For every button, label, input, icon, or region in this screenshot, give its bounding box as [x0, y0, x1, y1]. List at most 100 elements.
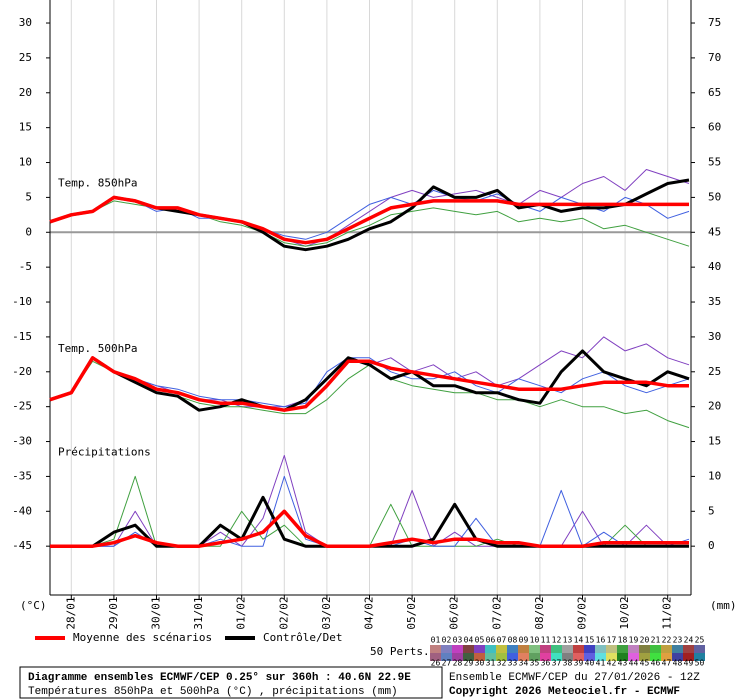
y2-tick-label: 30 [708, 330, 721, 343]
perturbations-label: 50 Perts. [370, 645, 430, 658]
member-swatch [628, 645, 639, 653]
member-swatch [496, 653, 507, 661]
member-label: 47 [662, 659, 672, 668]
y-tick-label: 5 [25, 190, 32, 203]
member-swatch [452, 653, 463, 661]
y-tick-label: -35 [12, 469, 32, 482]
member-swatch [573, 645, 584, 653]
member-swatch [595, 653, 606, 661]
member-swatch [617, 653, 628, 661]
y-tick-label: 0 [25, 225, 32, 238]
footer-run: Ensemble ECMWF/CEP du 27/01/2026 - 12Z [449, 672, 700, 684]
member-swatch [584, 645, 595, 653]
member-swatch [694, 645, 705, 653]
member-label: 26 [431, 659, 441, 668]
member-swatch [485, 645, 496, 653]
x-tick-label: 09/02 [576, 596, 589, 629]
member-swatch [430, 653, 441, 661]
y2-axis-label: (mm) [710, 599, 737, 612]
y2-tick-label: 55 [708, 156, 721, 169]
member-label: 36 [541, 659, 551, 668]
member-swatch [562, 653, 573, 661]
member-label: 06 [486, 636, 496, 645]
member-label: 18 [618, 636, 628, 645]
x-tick-label: 11/02 [661, 596, 674, 629]
y2-tick-label: 70 [708, 51, 721, 64]
member-swatch [628, 653, 639, 661]
member-swatch [518, 645, 529, 653]
y-tick-label: -25 [12, 400, 32, 413]
member-swatch [507, 645, 518, 653]
member-label: 32 [497, 659, 507, 668]
member-swatch [562, 645, 573, 653]
member-swatch [617, 645, 628, 653]
member-label: 49 [684, 659, 694, 668]
member-label: 39 [574, 659, 584, 668]
member-label: 34 [519, 659, 529, 668]
member-label: 05 [475, 636, 485, 645]
member-swatch [540, 645, 551, 653]
y2-tick-label: 75 [708, 16, 721, 29]
member-label: 01 [431, 636, 441, 645]
y2-tick-label: 65 [708, 86, 721, 99]
y-tick-label: 10 [19, 156, 32, 169]
x-tick-label: 05/02 [405, 596, 418, 629]
x-tick-label: 06/02 [448, 596, 461, 629]
member-swatch [485, 653, 496, 661]
series-line [49, 357, 690, 408]
x-tick-label: 08/02 [533, 596, 546, 629]
member-swatch [606, 645, 617, 653]
y-tick-label: 25 [19, 51, 32, 64]
member-label: 28 [453, 659, 463, 668]
member-swatch [639, 653, 650, 661]
member-swatch [683, 653, 694, 661]
member-swatch [507, 653, 518, 661]
y-tick-label: -20 [12, 365, 32, 378]
series-line [49, 195, 689, 245]
member-label: 25 [695, 636, 705, 645]
member-label: 08 [508, 636, 518, 645]
y2-tick-label: 20 [708, 400, 721, 413]
y-tick-label: -40 [12, 504, 32, 517]
member-swatch [573, 653, 584, 661]
footer-subtitle: Températures 850hPa et 500hPa (°C) , pré… [28, 686, 398, 698]
member-label: 10 [530, 636, 540, 645]
member-label: 40 [585, 659, 595, 668]
member-label: 14 [574, 636, 584, 645]
x-tick-label: 10/02 [618, 596, 631, 629]
x-tick-label: 28/01 [64, 596, 77, 629]
footer-copyright: Copyright 2026 Meteociel.fr - ECMWF [449, 686, 680, 698]
y-tick-label: -5 [19, 260, 32, 273]
member-swatch [694, 653, 705, 661]
member-label: 09 [519, 636, 529, 645]
member-swatch [430, 645, 441, 653]
member-swatch [683, 645, 694, 653]
member-label: 17 [607, 636, 617, 645]
member-label: 24 [684, 636, 694, 645]
member-label: 38 [563, 659, 573, 668]
member-swatch [551, 645, 562, 653]
member-swatch [529, 645, 540, 653]
member-label: 04 [464, 636, 474, 645]
member-label: 23 [673, 636, 683, 645]
y-tick-label: 30 [19, 16, 32, 29]
member-swatch [661, 653, 672, 661]
x-tick-label: 31/01 [192, 596, 205, 629]
member-swatch [452, 645, 463, 653]
member-swatch [650, 645, 661, 653]
x-tick-label: 02/02 [277, 596, 290, 629]
member-label: 35 [530, 659, 540, 668]
member-label: 31 [486, 659, 496, 668]
series-line [49, 356, 689, 412]
y2-tick-label: 35 [708, 295, 721, 308]
member-label: 30 [475, 659, 485, 668]
x-tick-label: 29/01 [107, 596, 120, 629]
panel-label: Temp. 850hPa [58, 176, 137, 189]
y-tick-label: -10 [12, 295, 32, 308]
member-swatch [672, 645, 683, 653]
member-label: 41 [596, 659, 606, 668]
y2-tick-label: 10 [708, 469, 721, 482]
member-swatch [441, 653, 452, 661]
member-label: 13 [563, 636, 573, 645]
y-tick-label: -15 [12, 330, 32, 343]
